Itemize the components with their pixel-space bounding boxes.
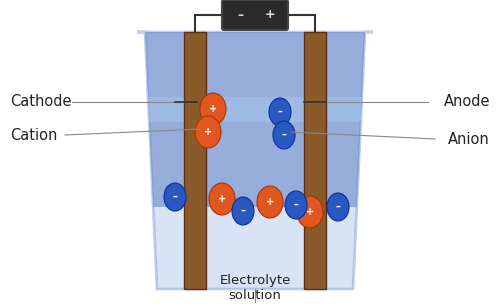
Ellipse shape [232, 197, 254, 225]
Ellipse shape [260, 191, 276, 207]
Ellipse shape [166, 188, 179, 202]
Ellipse shape [203, 98, 219, 114]
Ellipse shape [200, 93, 226, 125]
Text: Cathode: Cathode [10, 95, 72, 110]
Text: –: – [294, 200, 298, 210]
Text: +: + [306, 207, 314, 217]
Text: +: + [264, 9, 276, 21]
Ellipse shape [276, 126, 288, 140]
Ellipse shape [195, 116, 221, 148]
Text: –: – [237, 9, 243, 21]
Text: –: – [240, 206, 246, 216]
Ellipse shape [269, 98, 291, 126]
Polygon shape [148, 97, 362, 122]
Ellipse shape [288, 196, 300, 210]
Text: –: – [282, 130, 286, 140]
Text: –: – [278, 107, 282, 117]
Ellipse shape [297, 196, 323, 228]
Text: –: – [336, 202, 340, 212]
Text: Electrolyte
solution: Electrolyte solution [220, 274, 290, 302]
Text: Cation: Cation [10, 127, 58, 142]
Text: Anion: Anion [448, 131, 490, 146]
Ellipse shape [164, 183, 186, 211]
Polygon shape [137, 32, 373, 289]
Text: +: + [218, 194, 226, 204]
Text: +: + [204, 127, 212, 137]
Polygon shape [145, 32, 365, 207]
Text: +: + [266, 197, 274, 207]
Bar [184, 32, 206, 289]
Ellipse shape [272, 103, 284, 117]
Ellipse shape [285, 191, 307, 219]
Ellipse shape [330, 198, 342, 212]
Ellipse shape [198, 121, 214, 137]
Ellipse shape [212, 188, 228, 204]
Ellipse shape [273, 121, 295, 149]
Ellipse shape [327, 193, 349, 221]
Bar [304, 32, 326, 289]
Text: –: – [172, 192, 178, 202]
Ellipse shape [300, 201, 316, 217]
Ellipse shape [257, 186, 283, 218]
FancyBboxPatch shape [222, 0, 288, 30]
Ellipse shape [234, 202, 248, 216]
Text: Anode: Anode [444, 95, 490, 110]
Text: +: + [209, 104, 217, 114]
Ellipse shape [209, 183, 235, 215]
